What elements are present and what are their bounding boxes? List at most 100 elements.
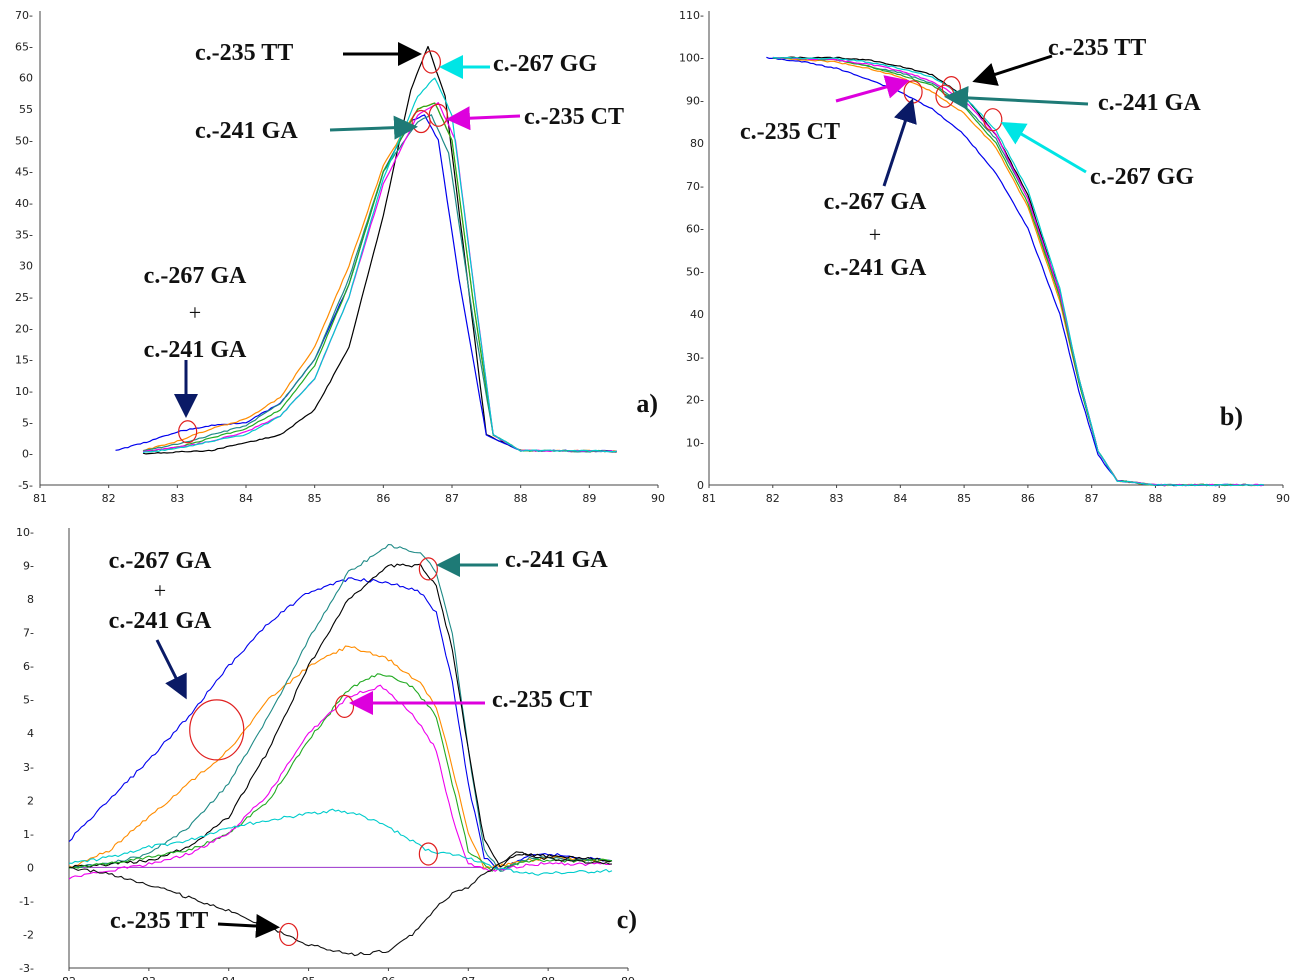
y-tick-label: 9-	[23, 560, 34, 573]
y-tick-label: 65-	[15, 40, 33, 53]
y-tick-label: 30-	[686, 351, 704, 364]
annotation-label: c.-241 GA	[144, 337, 247, 363]
y-tick-label: 20-	[686, 394, 704, 407]
annotation-label: c.-241 GA	[109, 608, 212, 634]
y-tick-label: 45-	[15, 166, 33, 179]
y-tick-label: 50-	[15, 134, 33, 147]
annotation-label: c.-267 GA	[824, 189, 927, 215]
y-tick-label: 15-	[15, 354, 33, 367]
y-tick-label: 110-	[679, 9, 704, 22]
annotation-arrow	[978, 56, 1052, 80]
x-tick-label: 88	[514, 492, 528, 505]
y-tick-label: 80	[690, 137, 704, 150]
annotation-label: c.-235 CT	[740, 119, 840, 145]
annotation-label: c.-235 CT	[524, 104, 624, 130]
chart-panel-0: 81 82 83 84 85 86 87 88 89 90 -5- 0- 5- 10- 15- 20- 25- 3…	[15, 9, 665, 505]
x-tick-label: 89	[621, 975, 635, 980]
x-tick-label: 88	[541, 975, 555, 980]
y-tick-label: 6-	[23, 660, 34, 673]
x-tick-label: 81	[33, 492, 47, 505]
y-tick-label: 25-	[15, 291, 33, 304]
x-tick-label: 86	[376, 492, 390, 505]
y-tick-label: 70-	[686, 180, 704, 193]
x-tick-label: 84	[222, 975, 236, 980]
y-tick-label: 7-	[23, 627, 34, 640]
annotation-arrow	[157, 640, 184, 694]
y-tick-label: 0-	[22, 448, 33, 461]
highlight-circle	[419, 843, 437, 865]
annotation-label: c.-267 GA	[144, 263, 247, 289]
x-tick-label: 82	[62, 975, 76, 980]
y-tick-label: 2	[27, 794, 34, 807]
y-tick-label: 0	[27, 861, 34, 874]
y-tick-label: 3-	[23, 761, 34, 774]
x-tick-label: 83	[142, 975, 156, 980]
panel-label: a)	[636, 389, 658, 418]
y-tick-label: 70-	[15, 9, 33, 22]
annotation-arrow	[1006, 125, 1086, 172]
annotation-arrow	[330, 127, 412, 130]
x-tick-label: 82	[766, 492, 780, 505]
series-line-5	[69, 685, 612, 879]
annotation-plus: +	[189, 300, 201, 325]
y-tick-label: 35-	[15, 228, 33, 241]
x-tick-label: 86	[381, 975, 395, 980]
x-tick-label: 81	[702, 492, 716, 505]
y-tick-label: 4	[27, 727, 34, 740]
annotation-label: c.-241 GA	[195, 118, 298, 144]
annotation-label: c.-267 GG	[1090, 164, 1194, 190]
highlight-circle	[280, 923, 298, 945]
y-tick-label: 1-	[23, 828, 34, 841]
x-tick-label: 85	[302, 975, 316, 980]
chart-panel-1: 81 82 83 84 85 86 87 88 89 90010-20-30-4050-60-70…	[679, 9, 1290, 505]
highlight-circle	[904, 81, 922, 103]
y-tick-label: 50-	[686, 265, 704, 278]
x-tick-label: 83	[830, 492, 844, 505]
annotation-label: c.-267 GG	[493, 51, 597, 77]
annotation-arrow	[452, 116, 520, 119]
annotation-arrow	[218, 924, 274, 927]
chart-panel-2: 82 83 84 85 86 87 88 89 -3- -2 -1- 0 1- 2 3- 4 5- 6- 7- 8 9-…	[16, 526, 637, 980]
y-tick-label: -1-	[19, 895, 34, 908]
annotation-label: c.-235 TT	[195, 40, 293, 66]
y-tick-label: 90-	[686, 94, 704, 107]
x-tick-label: 84	[239, 492, 253, 505]
x-tick-label: 87	[445, 492, 459, 505]
annotation-label: c.-241 GA	[505, 547, 608, 573]
y-tick-label: 0	[697, 479, 704, 492]
x-tick-label: 85	[957, 492, 971, 505]
panel-label: c)	[617, 905, 637, 934]
y-tick-label: 20-	[15, 322, 33, 335]
y-tick-label: 55	[19, 103, 33, 116]
y-tick-label: 10-	[16, 526, 34, 539]
y-tick-label: -5-	[18, 479, 33, 492]
annotation-plus: +	[154, 578, 166, 603]
y-tick-label: 40-	[15, 197, 33, 210]
highlight-circle	[190, 700, 244, 760]
y-tick-label: -2	[23, 928, 34, 941]
x-tick-label: 90	[1276, 492, 1290, 505]
annotation-label: c.-235 TT	[1048, 35, 1146, 61]
annotation-label: c.-241 GA	[1098, 90, 1201, 116]
y-tick-label: 5-	[22, 416, 33, 429]
x-tick-label: 82	[102, 492, 116, 505]
x-tick-label: 89	[1212, 492, 1226, 505]
y-tick-label: 30	[19, 260, 33, 273]
x-tick-label: 86	[1021, 492, 1035, 505]
x-tick-label: 89	[582, 492, 596, 505]
y-tick-label: 40	[690, 308, 704, 321]
x-tick-label: 83	[170, 492, 184, 505]
x-tick-label: 90	[651, 492, 665, 505]
y-tick-label: 100-	[679, 52, 704, 65]
y-tick-label: 60-	[686, 223, 704, 236]
x-tick-label: 88	[1148, 492, 1162, 505]
y-tick-label: 10-	[15, 385, 33, 398]
y-tick-label: 8	[27, 593, 34, 606]
annotation-arrow	[884, 104, 911, 186]
annotation-label: c.-267 GA	[109, 548, 212, 574]
annotation-plus: +	[869, 222, 881, 247]
x-tick-label: 85	[308, 492, 322, 505]
x-tick-label: 87	[1085, 492, 1099, 505]
y-tick-label: 60	[19, 72, 33, 85]
